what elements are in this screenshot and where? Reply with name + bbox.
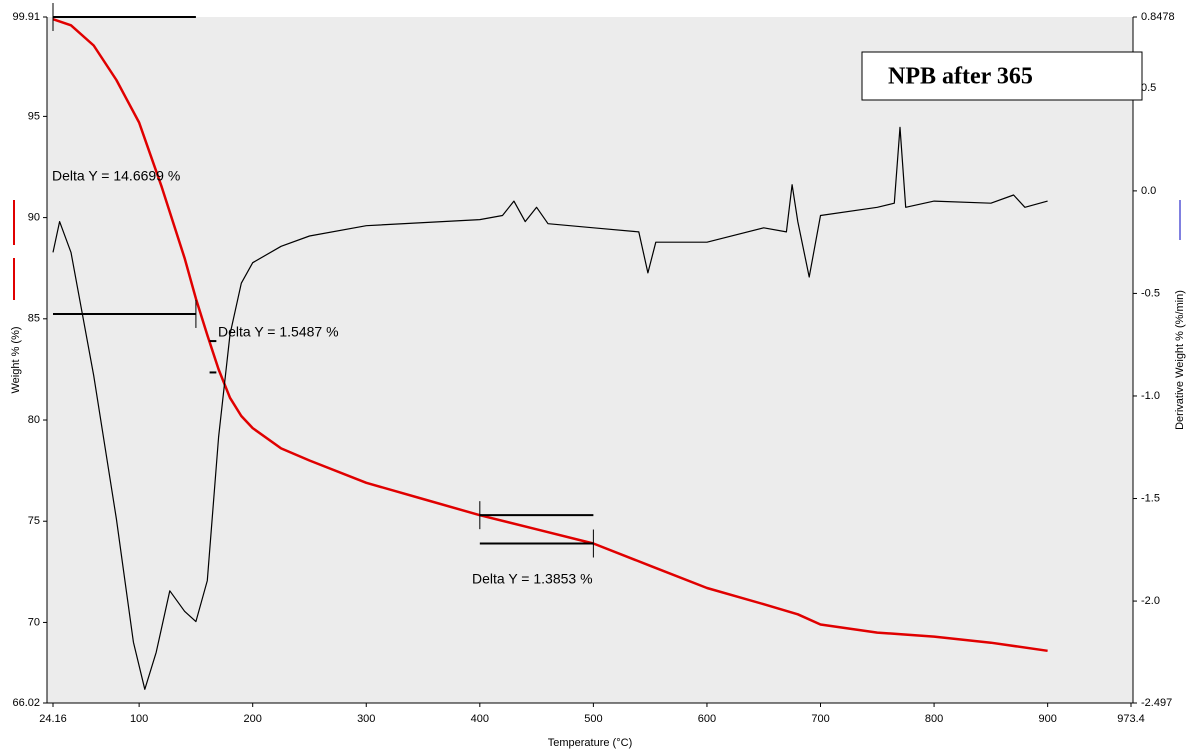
y-tick-label: 66.02 (12, 697, 40, 709)
x-tick-label: 100 (130, 713, 148, 725)
y2-tick-label: -0.5 (1141, 287, 1160, 299)
y2-tick-label: -1.0 (1141, 390, 1160, 402)
x-tick-label: 700 (811, 713, 829, 725)
annotation-box (861, 51, 1143, 101)
y2-tick-label: -2.0 (1141, 595, 1160, 607)
x-tick-label: 300 (357, 713, 375, 725)
y-tick-label: 85 (28, 313, 40, 325)
x-tick-label: 973.4 (1117, 713, 1145, 725)
y-tick-label: 95 (28, 110, 40, 122)
y2-tick-label: -1.5 (1141, 492, 1160, 504)
series-line (52, 126, 1048, 690)
y-tick-label: 90 (28, 212, 40, 224)
y2-tick-label: 0.0 (1141, 185, 1156, 197)
step-label: Delta Y = 14.6699 % (52, 168, 180, 184)
x-tick-label: 500 (584, 713, 602, 725)
y-tick-label: 99.91 (12, 11, 40, 23)
y2-tick-label: 0.5 (1141, 82, 1156, 94)
y-tick-label: 80 (28, 414, 40, 426)
annotation-text: NPB after 365 (888, 64, 1033, 90)
y-tick-label: 70 (28, 616, 40, 628)
x-tick-label: 800 (925, 713, 943, 725)
y-tick-label: 75 (28, 515, 40, 527)
x-tick-label: 600 (698, 713, 716, 725)
x-tick-label: 900 (1038, 713, 1056, 725)
x-tick-label: 24.16 (39, 713, 67, 725)
y2-axis-label: Derivative Weight % (%/min) (1174, 290, 1186, 430)
y2-tick-label: 0.8478 (1141, 11, 1175, 23)
plot-area (47, 17, 1133, 703)
x-tick-label: 200 (244, 713, 262, 725)
y-axis-label: Weight % (%) (10, 326, 22, 393)
series-line (52, 18, 1048, 653)
x-axis-label: Temperature (°C) (548, 737, 632, 749)
step-label: Delta Y = 1.3853 % (472, 571, 593, 587)
x-tick-label: 400 (471, 713, 489, 725)
y2-tick-label: -2.497 (1141, 697, 1172, 709)
step-label: Delta Y = 1.5487 % (218, 324, 339, 340)
